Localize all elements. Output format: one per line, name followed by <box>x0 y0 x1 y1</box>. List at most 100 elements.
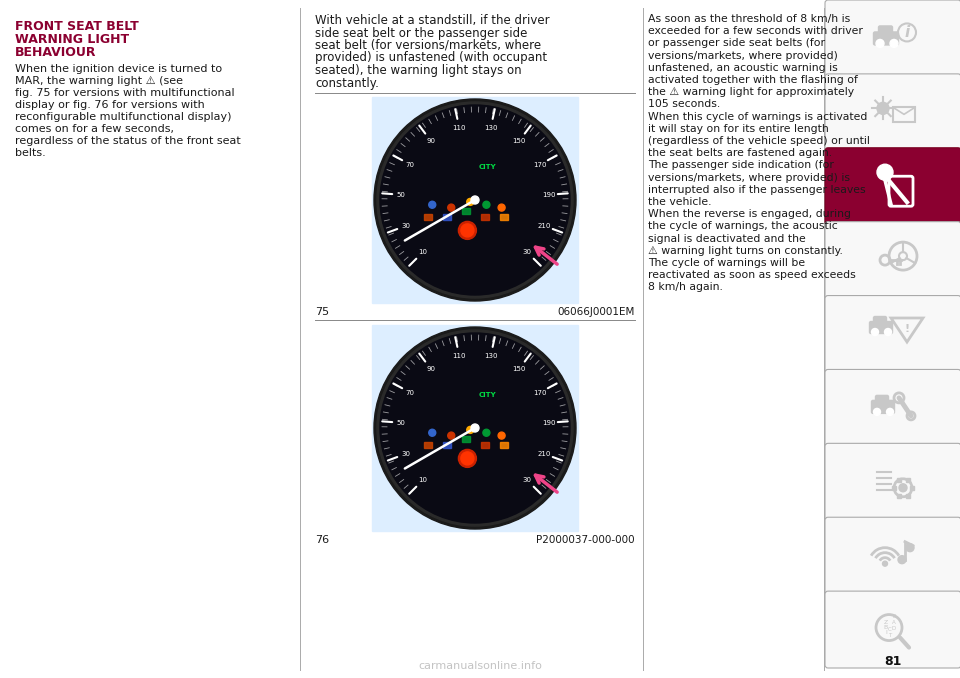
Text: 170: 170 <box>533 390 546 395</box>
Bar <box>443 214 450 220</box>
Text: 110: 110 <box>452 353 466 359</box>
FancyBboxPatch shape <box>876 395 889 404</box>
FancyBboxPatch shape <box>825 148 960 224</box>
Bar <box>905 494 909 498</box>
Text: unfastened, an acoustic warning is: unfastened, an acoustic warning is <box>648 63 838 73</box>
Text: CITY: CITY <box>478 164 495 170</box>
Text: Z: Z <box>884 620 888 625</box>
Circle shape <box>429 201 436 208</box>
Text: or passenger side seat belts (for: or passenger side seat belts (for <box>648 39 825 48</box>
Text: 210: 210 <box>538 223 551 229</box>
Bar <box>372 97 578 303</box>
Text: BEHAVIOUR: BEHAVIOUR <box>15 46 97 59</box>
Text: reconfigurable multifunctional display): reconfigurable multifunctional display) <box>15 112 231 122</box>
Text: CITY: CITY <box>478 392 495 398</box>
Circle shape <box>374 327 576 529</box>
Circle shape <box>874 408 880 416</box>
Circle shape <box>471 424 479 432</box>
Bar <box>499 442 508 448</box>
Text: 30: 30 <box>401 223 410 229</box>
Circle shape <box>459 222 476 239</box>
Text: 110: 110 <box>452 125 466 131</box>
Bar <box>462 208 469 214</box>
Bar <box>897 478 900 482</box>
Text: 190: 190 <box>542 192 556 198</box>
Circle shape <box>877 164 893 180</box>
Text: interrupted also if the passenger leaves: interrupted also if the passenger leaves <box>648 185 866 195</box>
Text: 30: 30 <box>523 477 532 483</box>
Circle shape <box>886 408 894 416</box>
Bar <box>892 485 896 490</box>
Text: 8 km/h again.: 8 km/h again. <box>648 283 723 292</box>
Bar <box>481 214 489 220</box>
Text: 190: 190 <box>542 420 556 426</box>
Bar <box>910 485 914 490</box>
Text: versions/markets, where provided) is: versions/markets, where provided) is <box>648 173 850 182</box>
Text: B: B <box>884 625 888 630</box>
Text: the cycle of warnings, the acoustic: the cycle of warnings, the acoustic <box>648 222 838 231</box>
Bar <box>462 436 469 442</box>
Text: 30: 30 <box>401 451 410 457</box>
Text: the ⚠ warning light for approximately: the ⚠ warning light for approximately <box>648 87 854 97</box>
FancyBboxPatch shape <box>870 321 893 334</box>
Text: 150: 150 <box>513 365 526 372</box>
Circle shape <box>498 432 505 439</box>
Text: seated), the warning light stays on: seated), the warning light stays on <box>315 64 521 77</box>
Circle shape <box>459 450 476 467</box>
Text: ⚠ warning light turns on constantly.: ⚠ warning light turns on constantly. <box>648 246 843 256</box>
Circle shape <box>447 432 455 439</box>
Text: With vehicle at a standstill, if the driver: With vehicle at a standstill, if the dri… <box>315 14 550 27</box>
Text: MAR, the warning light ⚠ (see: MAR, the warning light ⚠ (see <box>15 76 183 86</box>
Circle shape <box>374 99 576 301</box>
Bar <box>372 325 578 531</box>
Text: 75: 75 <box>315 307 329 317</box>
Text: 06066J0001EM: 06066J0001EM <box>558 307 635 317</box>
FancyBboxPatch shape <box>825 443 960 520</box>
FancyBboxPatch shape <box>874 32 899 45</box>
Bar <box>423 442 431 448</box>
Circle shape <box>884 329 892 336</box>
Circle shape <box>380 105 570 295</box>
Text: 81: 81 <box>884 655 901 668</box>
Text: WARNING LIGHT: WARNING LIGHT <box>15 33 130 46</box>
Text: When the ignition device is turned to: When the ignition device is turned to <box>15 64 222 74</box>
Text: 210: 210 <box>538 451 551 457</box>
Circle shape <box>467 199 473 205</box>
Bar <box>499 214 508 220</box>
Text: 130: 130 <box>484 125 497 131</box>
Text: 90: 90 <box>426 138 435 144</box>
Circle shape <box>483 201 490 208</box>
Text: !: ! <box>904 324 909 334</box>
Circle shape <box>906 544 914 552</box>
FancyBboxPatch shape <box>825 222 960 298</box>
Circle shape <box>467 426 473 433</box>
Text: When the reverse is engaged, during: When the reverse is engaged, during <box>648 210 851 219</box>
Text: constantly.: constantly. <box>315 77 379 89</box>
Text: (regardless of the vehicle speed) or until: (regardless of the vehicle speed) or unt… <box>648 136 870 146</box>
Circle shape <box>498 204 505 211</box>
Text: provided) is unfastened (with occupant: provided) is unfastened (with occupant <box>315 52 547 64</box>
Text: exceeded for a few seconds with driver: exceeded for a few seconds with driver <box>648 26 863 36</box>
Bar <box>423 214 431 220</box>
Text: 170: 170 <box>533 161 546 167</box>
FancyBboxPatch shape <box>825 296 960 372</box>
FancyBboxPatch shape <box>825 0 960 77</box>
Text: I: I <box>885 630 887 635</box>
Text: 90: 90 <box>426 365 435 372</box>
Text: the vehicle.: the vehicle. <box>648 197 711 207</box>
Circle shape <box>471 196 479 204</box>
Text: side seat belt or the passenger side: side seat belt or the passenger side <box>315 26 527 39</box>
Circle shape <box>877 102 889 115</box>
FancyBboxPatch shape <box>878 26 893 36</box>
Circle shape <box>447 204 455 211</box>
Circle shape <box>461 224 474 237</box>
Circle shape <box>429 429 436 436</box>
Circle shape <box>876 39 884 47</box>
Text: 76: 76 <box>315 535 329 545</box>
Text: C
T: C T <box>888 627 892 638</box>
FancyBboxPatch shape <box>872 401 895 414</box>
Text: 10: 10 <box>419 250 427 256</box>
Circle shape <box>890 39 898 47</box>
Text: 70: 70 <box>405 390 415 395</box>
Text: As soon as the threshold of 8 km/h is: As soon as the threshold of 8 km/h is <box>648 14 851 24</box>
